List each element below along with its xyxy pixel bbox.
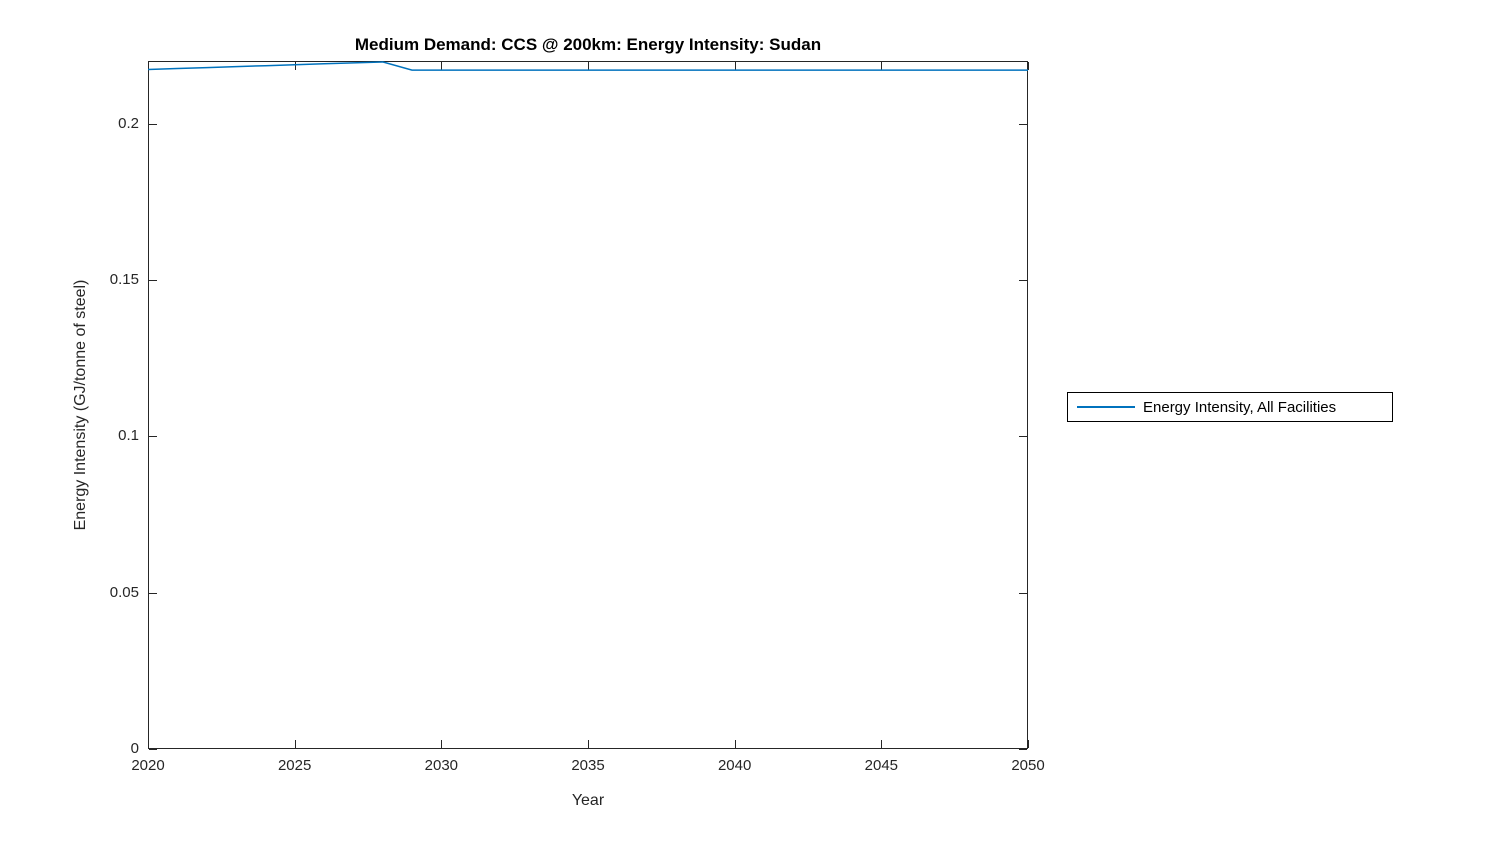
y-tick-label: 0.15 [109, 270, 139, 288]
y-tick-label: 0.05 [109, 583, 139, 601]
y-tick-label: 0 [130, 740, 139, 757]
x-tick-label: 2040 [717, 757, 752, 774]
y-tick-label: 0.1 [118, 427, 139, 445]
x-axis-label: Year [571, 792, 605, 809]
x-tick-label: 2045 [864, 757, 899, 774]
y-tick-label: 0.2 [118, 114, 139, 132]
legend-box: Energy Intensity, All Facilities [1067, 392, 1393, 422]
x-tick-label: 2030 [424, 757, 459, 774]
data-line-energy-intensity-all-facilities [147, 61, 1028, 71]
x-tick-label: 2020 [131, 757, 165, 774]
x-tick-label: 2050 [1011, 757, 1045, 774]
x-tick-label: 2025 [277, 757, 312, 774]
axes-box [148, 61, 1028, 749]
x-tick-label: 2035 [571, 757, 605, 774]
legend-entry-label: Energy Intensity, All Facilities [1143, 398, 1337, 416]
y-axis-label: Energy Intensity (GJ/tonne of steel) [72, 279, 89, 531]
legend-line-sample [1077, 406, 1135, 408]
plot-area [147, 61, 1029, 750]
chart-title: Medium Demand: CCS @ 200km: Energy Inten… [354, 35, 822, 54]
